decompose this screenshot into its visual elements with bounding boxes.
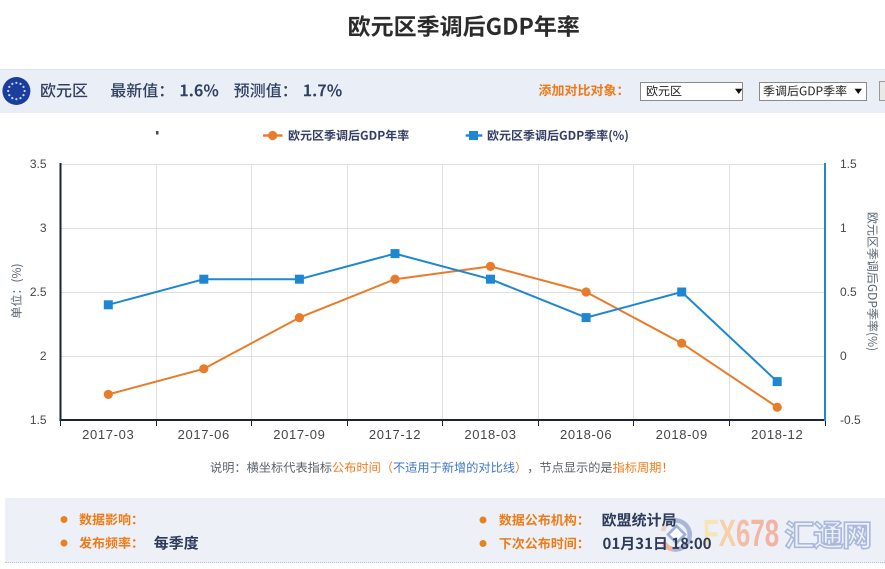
svg-text:2017-06: 2017-06 [178, 427, 230, 442]
svg-text:3: 3 [40, 221, 47, 235]
svg-text:2018-06: 2018-06 [560, 427, 612, 442]
svg-text:2018-09: 2018-09 [656, 427, 708, 442]
svg-text:1.5: 1.5 [840, 157, 857, 171]
svg-text:2.5: 2.5 [30, 285, 47, 299]
svg-text:0.5: 0.5 [840, 285, 857, 299]
svg-text:2017-09: 2017-09 [273, 427, 325, 442]
svg-text:1.5: 1.5 [30, 413, 47, 427]
svg-text:3.5: 3.5 [30, 157, 47, 171]
svg-text:-0.5: -0.5 [840, 413, 861, 427]
svg-text:2017-12: 2017-12 [369, 427, 421, 442]
svg-text:2018-12: 2018-12 [751, 427, 803, 442]
svg-text:2018-03: 2018-03 [464, 427, 516, 442]
svg-text:0: 0 [840, 349, 847, 363]
svg-text:FX678: FX678 [703, 512, 779, 554]
svg-text:1: 1 [840, 221, 847, 235]
svg-text:2017-03: 2017-03 [82, 427, 134, 442]
svg-text:2: 2 [40, 349, 47, 363]
